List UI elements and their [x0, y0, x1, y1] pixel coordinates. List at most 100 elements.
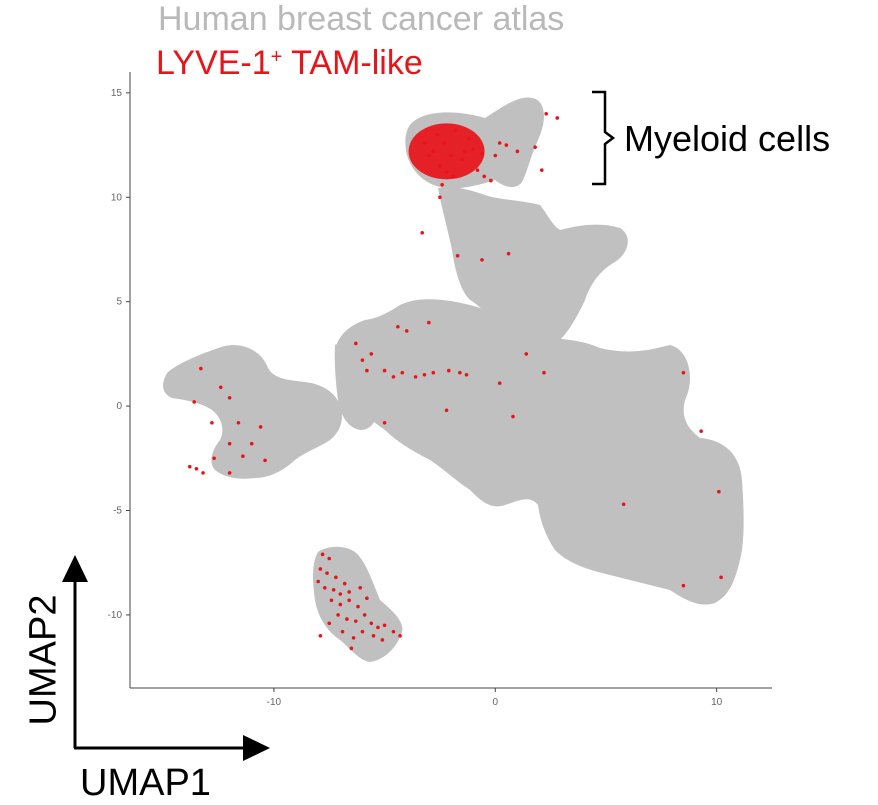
y-tick-label: 10 — [111, 192, 123, 203]
lyve1-cell-point — [212, 456, 216, 461]
myeloid-bracket — [592, 90, 616, 186]
chart-title: Human breast cancer atlas — [158, 0, 565, 38]
lyve1-cell-point — [699, 429, 703, 433]
lyve1-cell-point — [398, 633, 402, 638]
lyve1-cell-point — [380, 638, 385, 642]
lyve1-cell-point — [249, 441, 254, 446]
lyve1-cell-point — [329, 598, 334, 603]
lyve1-cell-point — [331, 588, 336, 592]
lyve1-cell-point — [542, 370, 546, 375]
lyve1-cell-point — [218, 385, 223, 390]
x-tick-label: 10 — [711, 697, 723, 708]
lyve1-cell-point — [497, 381, 502, 385]
lyve1-cell-point — [404, 329, 409, 333]
lyve1-cell-point — [493, 153, 498, 158]
lyve1-cell-point — [422, 372, 427, 377]
lyve1-cell-point — [455, 253, 460, 258]
lyve1-cell-point — [365, 596, 369, 601]
lyve1-cell-point — [462, 149, 467, 154]
lyve1-cell-point — [464, 372, 469, 377]
lyve1-cell-point — [449, 153, 453, 158]
lyve1-cell-point — [227, 471, 232, 475]
umap1-arrowhead — [243, 735, 270, 761]
lyve1-cell-point — [354, 619, 358, 623]
y-tick-label: -5 — [113, 506, 122, 517]
axes: -10 -5 0 5 10 15 -10 0 10 — [108, 72, 772, 708]
lyve1-cell-point — [451, 174, 456, 179]
lyve1-cell-point — [192, 400, 196, 404]
lyve1-cell-point — [533, 145, 537, 149]
lyve1-cell-point — [515, 149, 520, 154]
lyve1-cell-point — [458, 370, 462, 375]
x-tick-label: 0 — [492, 697, 498, 708]
lyve1-cell-point — [471, 147, 475, 152]
lyve1-cell-point — [334, 575, 338, 580]
background-cells — [163, 97, 744, 662]
lyve1-cell-point — [440, 182, 444, 187]
lyve1-cell-point — [258, 425, 263, 429]
lyve1-cell-point — [438, 164, 442, 168]
lyve1-dense-cluster — [408, 123, 485, 180]
lyve1-cell-point — [442, 141, 447, 145]
cell-cluster-7 — [604, 466, 667, 529]
lyve1-cell-point — [227, 395, 232, 400]
lyve1-cell-point — [349, 646, 354, 651]
lyve1-cell-point — [369, 621, 374, 626]
lyve1-cell-point — [391, 629, 396, 634]
lyve1-cell-point — [396, 324, 400, 329]
lyve1-cell-point — [194, 466, 199, 471]
lyve1-cell-point — [325, 571, 329, 575]
lyve1-cell-point — [236, 421, 241, 425]
umap2-label: UMAP2 — [22, 594, 65, 726]
lyve1-cell-point — [369, 352, 374, 356]
lyve1-cell-point — [382, 623, 387, 628]
lyve1-cell-point — [489, 178, 493, 183]
lyve1-cell-point — [263, 458, 267, 463]
lyve1-cell-point — [400, 370, 405, 375]
lyve1-cell-point — [497, 141, 502, 145]
lyve1-cell-point — [336, 613, 340, 617]
lyve1-cell-point — [382, 421, 387, 425]
subtitle-main: LYVE-1 — [156, 44, 271, 82]
lyve1-cell-point — [338, 592, 343, 596]
lyve1-cell-point — [187, 464, 192, 469]
y-tick-label: 15 — [111, 88, 123, 99]
highlight-cells — [187, 111, 723, 651]
myeloid-cells-label: Myeloid cells — [624, 118, 831, 159]
lyve1-cell-point — [199, 366, 203, 371]
lyve1-cell-point — [327, 556, 332, 561]
y-tick-label: -10 — [108, 610, 123, 621]
lyve1-cell-point — [717, 489, 721, 494]
lyve1-cell-point — [362, 613, 367, 617]
cell-cluster-6 — [313, 546, 403, 662]
cell-cluster-2 — [438, 187, 628, 342]
lyve1-cell-point — [444, 170, 449, 175]
lyve1-cell-point — [466, 137, 471, 141]
lyve1-cell-point — [422, 141, 427, 145]
lyve1-cell-point — [347, 590, 351, 594]
lyve1-cell-point — [360, 358, 365, 362]
lyve1-cell-point — [431, 370, 436, 375]
lyve1-cell-point — [338, 602, 343, 607]
lyve1-cell-point — [354, 341, 358, 346]
lyve1-cell-point — [382, 368, 387, 373]
lyve1-cell-point — [539, 168, 544, 172]
lyve1-cell-point — [438, 195, 442, 200]
lyve1-cell-point — [327, 621, 332, 626]
umap-arrows — [62, 555, 270, 761]
lyve1-cell-point — [511, 414, 515, 419]
y-tick-label: 0 — [116, 401, 122, 412]
lyve1-cell-point — [342, 581, 347, 586]
lyve1-cell-point — [524, 352, 529, 356]
lyve1-cell-point — [460, 157, 464, 162]
lyve1-cell-point — [435, 132, 440, 137]
lyve1-cell-point — [482, 174, 487, 179]
lyve1-cell-point — [345, 617, 349, 621]
cell-cluster-3 — [335, 299, 744, 605]
lyve1-cell-point — [453, 128, 458, 133]
lyve1-cell-point — [506, 251, 511, 256]
lyve1-cell-point — [504, 143, 509, 147]
lyve1-cell-point — [358, 585, 363, 590]
lyve1-cell-point — [555, 116, 560, 120]
